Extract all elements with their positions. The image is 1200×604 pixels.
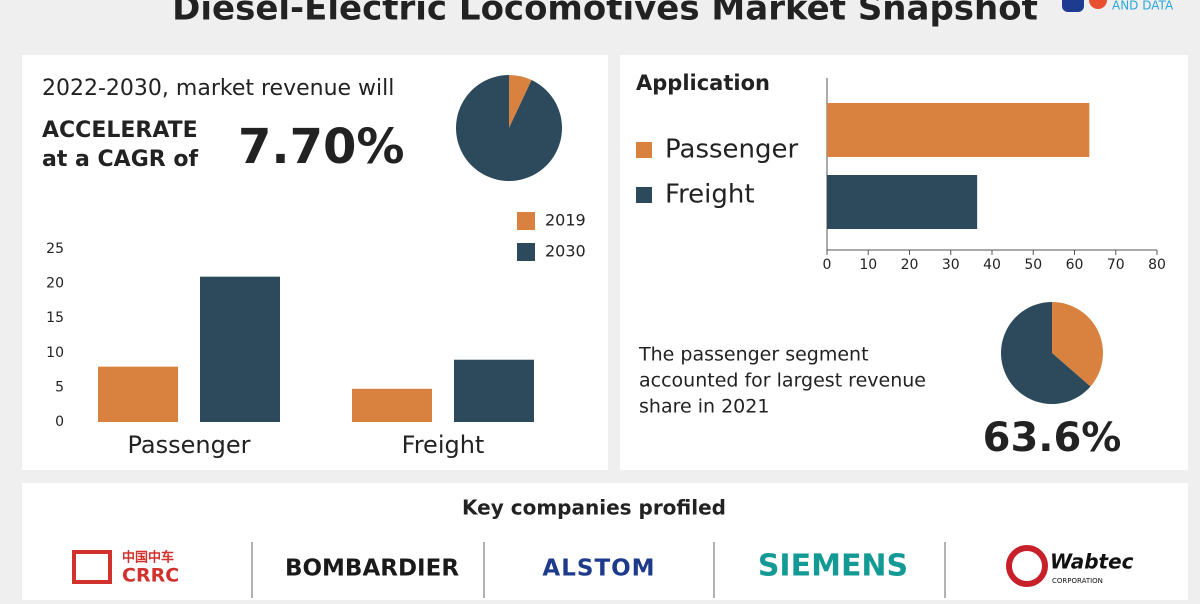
legend-label: Passenger [665, 135, 799, 165]
y-tick-label: 15 [46, 310, 64, 326]
legend-label: 2030 [545, 242, 586, 261]
annotation: share in 2021 [639, 396, 769, 418]
logo-shape [1062, 0, 1084, 12]
y-tick-label: 20 [46, 276, 64, 292]
companies-title: Key companies profiled [462, 496, 726, 520]
logo-text: AND DATA [1112, 0, 1174, 13]
bar [827, 103, 1090, 157]
logo-sub: CORPORATION [1052, 577, 1103, 585]
pie-slice [1052, 302, 1104, 387]
x-tick-label: Passenger [128, 431, 251, 459]
logo: ALSTOM [542, 556, 655, 582]
x-tick-label: 30 [942, 257, 960, 273]
bar [827, 175, 978, 229]
title: Diesel-Electric Locomotives Market Snaps… [172, 0, 1038, 29]
logo-shape [1089, 0, 1107, 9]
x-tick-label: 70 [1107, 257, 1125, 273]
x-tick-label: 50 [1024, 257, 1042, 273]
legend-swatch [636, 142, 652, 158]
logo-sub: 中国中车 [122, 550, 174, 566]
x-tick-label: 10 [859, 257, 877, 273]
annotation: The passenger segment [638, 344, 869, 366]
pie-slice [1001, 302, 1091, 404]
logo: SIEMENS [758, 549, 908, 584]
pie-slice [456, 75, 562, 182]
cagr-value: 7.70% [238, 119, 405, 175]
x-tick-label: Freight [402, 431, 485, 459]
logo: Wabtec [1050, 550, 1134, 574]
x-tick-label: 40 [983, 257, 1001, 273]
legend-label: Freight [665, 180, 755, 210]
cagr-intro: 2022-2030, market revenue will [42, 76, 394, 101]
bar [98, 366, 178, 422]
y-tick-label: 0 [55, 414, 64, 430]
legend-swatch [517, 243, 535, 261]
y-tick-label: 10 [46, 345, 64, 361]
bar [200, 276, 280, 422]
separators [251, 542, 946, 598]
y-tick-label: 25 [46, 241, 64, 257]
legend-label: 2019 [545, 211, 586, 230]
logo: BOMBARDIER [285, 556, 459, 582]
x-tick-label: 20 [901, 257, 919, 273]
hbar-title: Application [636, 71, 770, 95]
bar [352, 388, 432, 422]
x-tick-label: 60 [1066, 257, 1084, 273]
pie-slice [509, 75, 532, 128]
bar [454, 359, 534, 422]
y-tick-label: 5 [55, 379, 64, 395]
bottom-panel [22, 483, 1188, 604]
highlight: 63.6% [983, 415, 1122, 461]
annotation: accounted for largest revenue [639, 370, 926, 392]
cagr-line: ACCELERATE [42, 118, 198, 143]
crrc-icon [72, 550, 112, 584]
wabtec-icon [1006, 545, 1048, 587]
logo: CRRC [122, 565, 179, 587]
cagr-line: at a CAGR of [42, 147, 198, 172]
x-tick-label: 0 [823, 257, 832, 273]
x-tick-label: 80 [1148, 257, 1166, 273]
legend-swatch [636, 187, 652, 203]
legend-swatch [517, 212, 535, 230]
